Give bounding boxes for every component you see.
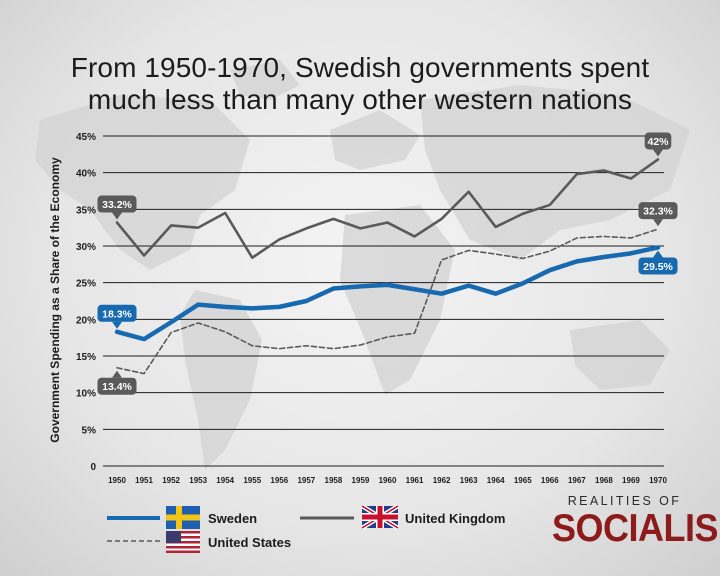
- x-tick-label: 1957: [297, 476, 315, 485]
- us-flag-icon: [166, 531, 200, 553]
- x-tick-label: 1967: [568, 476, 586, 485]
- y-axis-label: Government Spending as a Share of the Ec…: [48, 157, 62, 443]
- x-tick-label: 1962: [433, 476, 451, 485]
- callout-label: 33.2%: [102, 199, 132, 211]
- y-tick-label: 35%: [76, 205, 96, 216]
- x-tick-label: 1970: [649, 476, 667, 485]
- x-tick-label: 1954: [216, 476, 234, 485]
- y-tick-label: 20%: [76, 315, 96, 326]
- annotation-callout: 13.4%: [97, 370, 137, 395]
- callout-box: [97, 377, 137, 395]
- x-tick-label: 1952: [162, 476, 180, 485]
- callout-box: [638, 257, 678, 275]
- x-tick-label: 1958: [325, 476, 343, 485]
- x-tick-label: 1969: [622, 476, 640, 485]
- callout-label: 13.4%: [102, 381, 132, 393]
- brand-logo-top: REALITIES OF: [567, 494, 682, 508]
- y-tick-label: 25%: [76, 279, 96, 290]
- y-tick-label: 30%: [76, 242, 96, 253]
- chart-title-line-2: much less than many other western nation…: [87, 84, 633, 115]
- chart-title-line-1: From 1950-1970, Swedish governments spen…: [70, 52, 650, 83]
- gridlines: [103, 135, 664, 467]
- brand-logo: REALITIES OF SOCIALISM: [552, 494, 720, 550]
- y-tick-label: 15%: [76, 352, 96, 363]
- callout-label: 18.3%: [102, 308, 132, 320]
- callout-pointer: [112, 321, 122, 329]
- annotation-callout: 29.5%: [638, 250, 678, 275]
- annotation-callout: 18.3%: [97, 304, 137, 329]
- x-tick-label: 1950: [108, 476, 126, 485]
- callout-pointer: [653, 219, 663, 227]
- callout-label: 42%: [647, 136, 669, 148]
- x-tick-label: 1961: [406, 476, 424, 485]
- series-line-sweden: [114, 245, 661, 342]
- x-tick-label: 1964: [487, 476, 505, 485]
- x-tick-label: 1959: [352, 476, 370, 485]
- callout-box: [97, 195, 137, 213]
- x-tick-label: 1966: [541, 476, 559, 485]
- x-tick-label: 1963: [460, 476, 478, 485]
- y-tick-label: 0: [90, 462, 96, 473]
- callout-label: 32.3%: [643, 206, 673, 218]
- annotation-callout: 42%: [644, 132, 672, 157]
- series-line-us: [116, 228, 659, 375]
- legend: [107, 504, 400, 553]
- callout-pointer: [112, 212, 122, 220]
- sweden-flag-icon: [166, 506, 200, 529]
- callout-pointer: [653, 250, 663, 258]
- annotations: 33.2% 18.3% 13.4% 42% 32.3% 29.5%: [97, 132, 678, 395]
- x-tick-label: 1951: [135, 476, 153, 485]
- y-tick-label: 45%: [76, 132, 96, 143]
- callout-box: [644, 132, 672, 150]
- y-tick-label: 10%: [76, 389, 96, 400]
- x-tick-label: 1968: [595, 476, 613, 485]
- callout-pointer: [653, 149, 663, 157]
- callout-pointer: [112, 370, 122, 378]
- x-tick-label: 1965: [514, 476, 532, 485]
- uk-flag-icon: [360, 504, 400, 530]
- y-axis-ticks: 0 5% 10% 15% 20% 25% 30% 35% 40% 45%: [76, 132, 96, 473]
- annotation-callout: 32.3%: [638, 202, 678, 227]
- y-tick-label: 40%: [76, 169, 96, 180]
- x-tick-label: 1956: [270, 476, 288, 485]
- x-tick-label: 1960: [379, 476, 397, 485]
- y-tick-label: 5%: [82, 425, 97, 436]
- callout-box: [638, 202, 678, 220]
- chart-title: From 1950-1970, Swedish governments spen…: [20, 52, 700, 116]
- x-axis-ticks: 1950 1951 1952 1953 1954 1955 1956 1957 1958 1959…: [108, 476, 667, 485]
- callout-box: [97, 304, 137, 322]
- callout-label: 29.5%: [643, 261, 673, 273]
- series: [114, 158, 661, 375]
- annotation-callout: 33.2%: [97, 195, 137, 220]
- x-tick-label: 1955: [243, 476, 261, 485]
- x-tick-label: 1953: [189, 476, 207, 485]
- brand-logo-main: SOCIALISM: [552, 505, 720, 550]
